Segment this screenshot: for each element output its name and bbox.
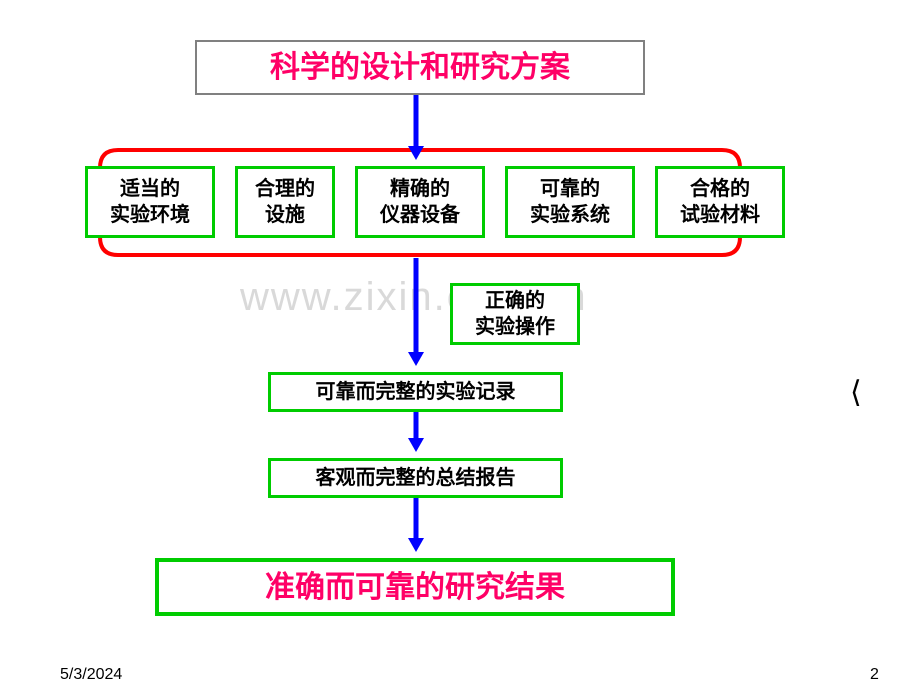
node-label: 合理的 设施 — [255, 176, 315, 228]
flow-title: 科学的设计和研究方案 — [195, 40, 645, 95]
node-label: 可靠的 实验系统 — [530, 176, 610, 228]
node-label: 客观而完整的总结报告 — [316, 465, 516, 491]
node-environment: 适当的 实验环境 — [85, 166, 215, 238]
node-material: 合格的 试验材料 — [655, 166, 785, 238]
node-label: 可靠而完整的实验记录 — [316, 379, 516, 405]
node-report: 客观而完整的总结报告 — [268, 458, 563, 498]
node-equipment: 精确的 仪器设备 — [355, 166, 485, 238]
side-glyph: ⟨ — [850, 375, 862, 410]
node-label: 适当的 实验环境 — [110, 176, 190, 228]
footer-page: 2 — [870, 666, 879, 684]
node-facility: 合理的 设施 — [235, 166, 335, 238]
footer-date: 5/3/2024 — [60, 666, 122, 684]
flow-result: 准确而可靠的研究结果 — [155, 558, 675, 616]
node-label: 合格的 试验材料 — [680, 176, 760, 228]
node-label: 正确的 实验操作 — [475, 288, 555, 340]
node-label: 精确的 仪器设备 — [380, 176, 460, 228]
node-operation: 正确的 实验操作 — [450, 283, 580, 345]
flow-title-text: 科学的设计和研究方案 — [270, 48, 570, 87]
node-system: 可靠的 实验系统 — [505, 166, 635, 238]
flow-result-text: 准确而可靠的研究结果 — [265, 568, 565, 607]
node-record: 可靠而完整的实验记录 — [268, 372, 563, 412]
